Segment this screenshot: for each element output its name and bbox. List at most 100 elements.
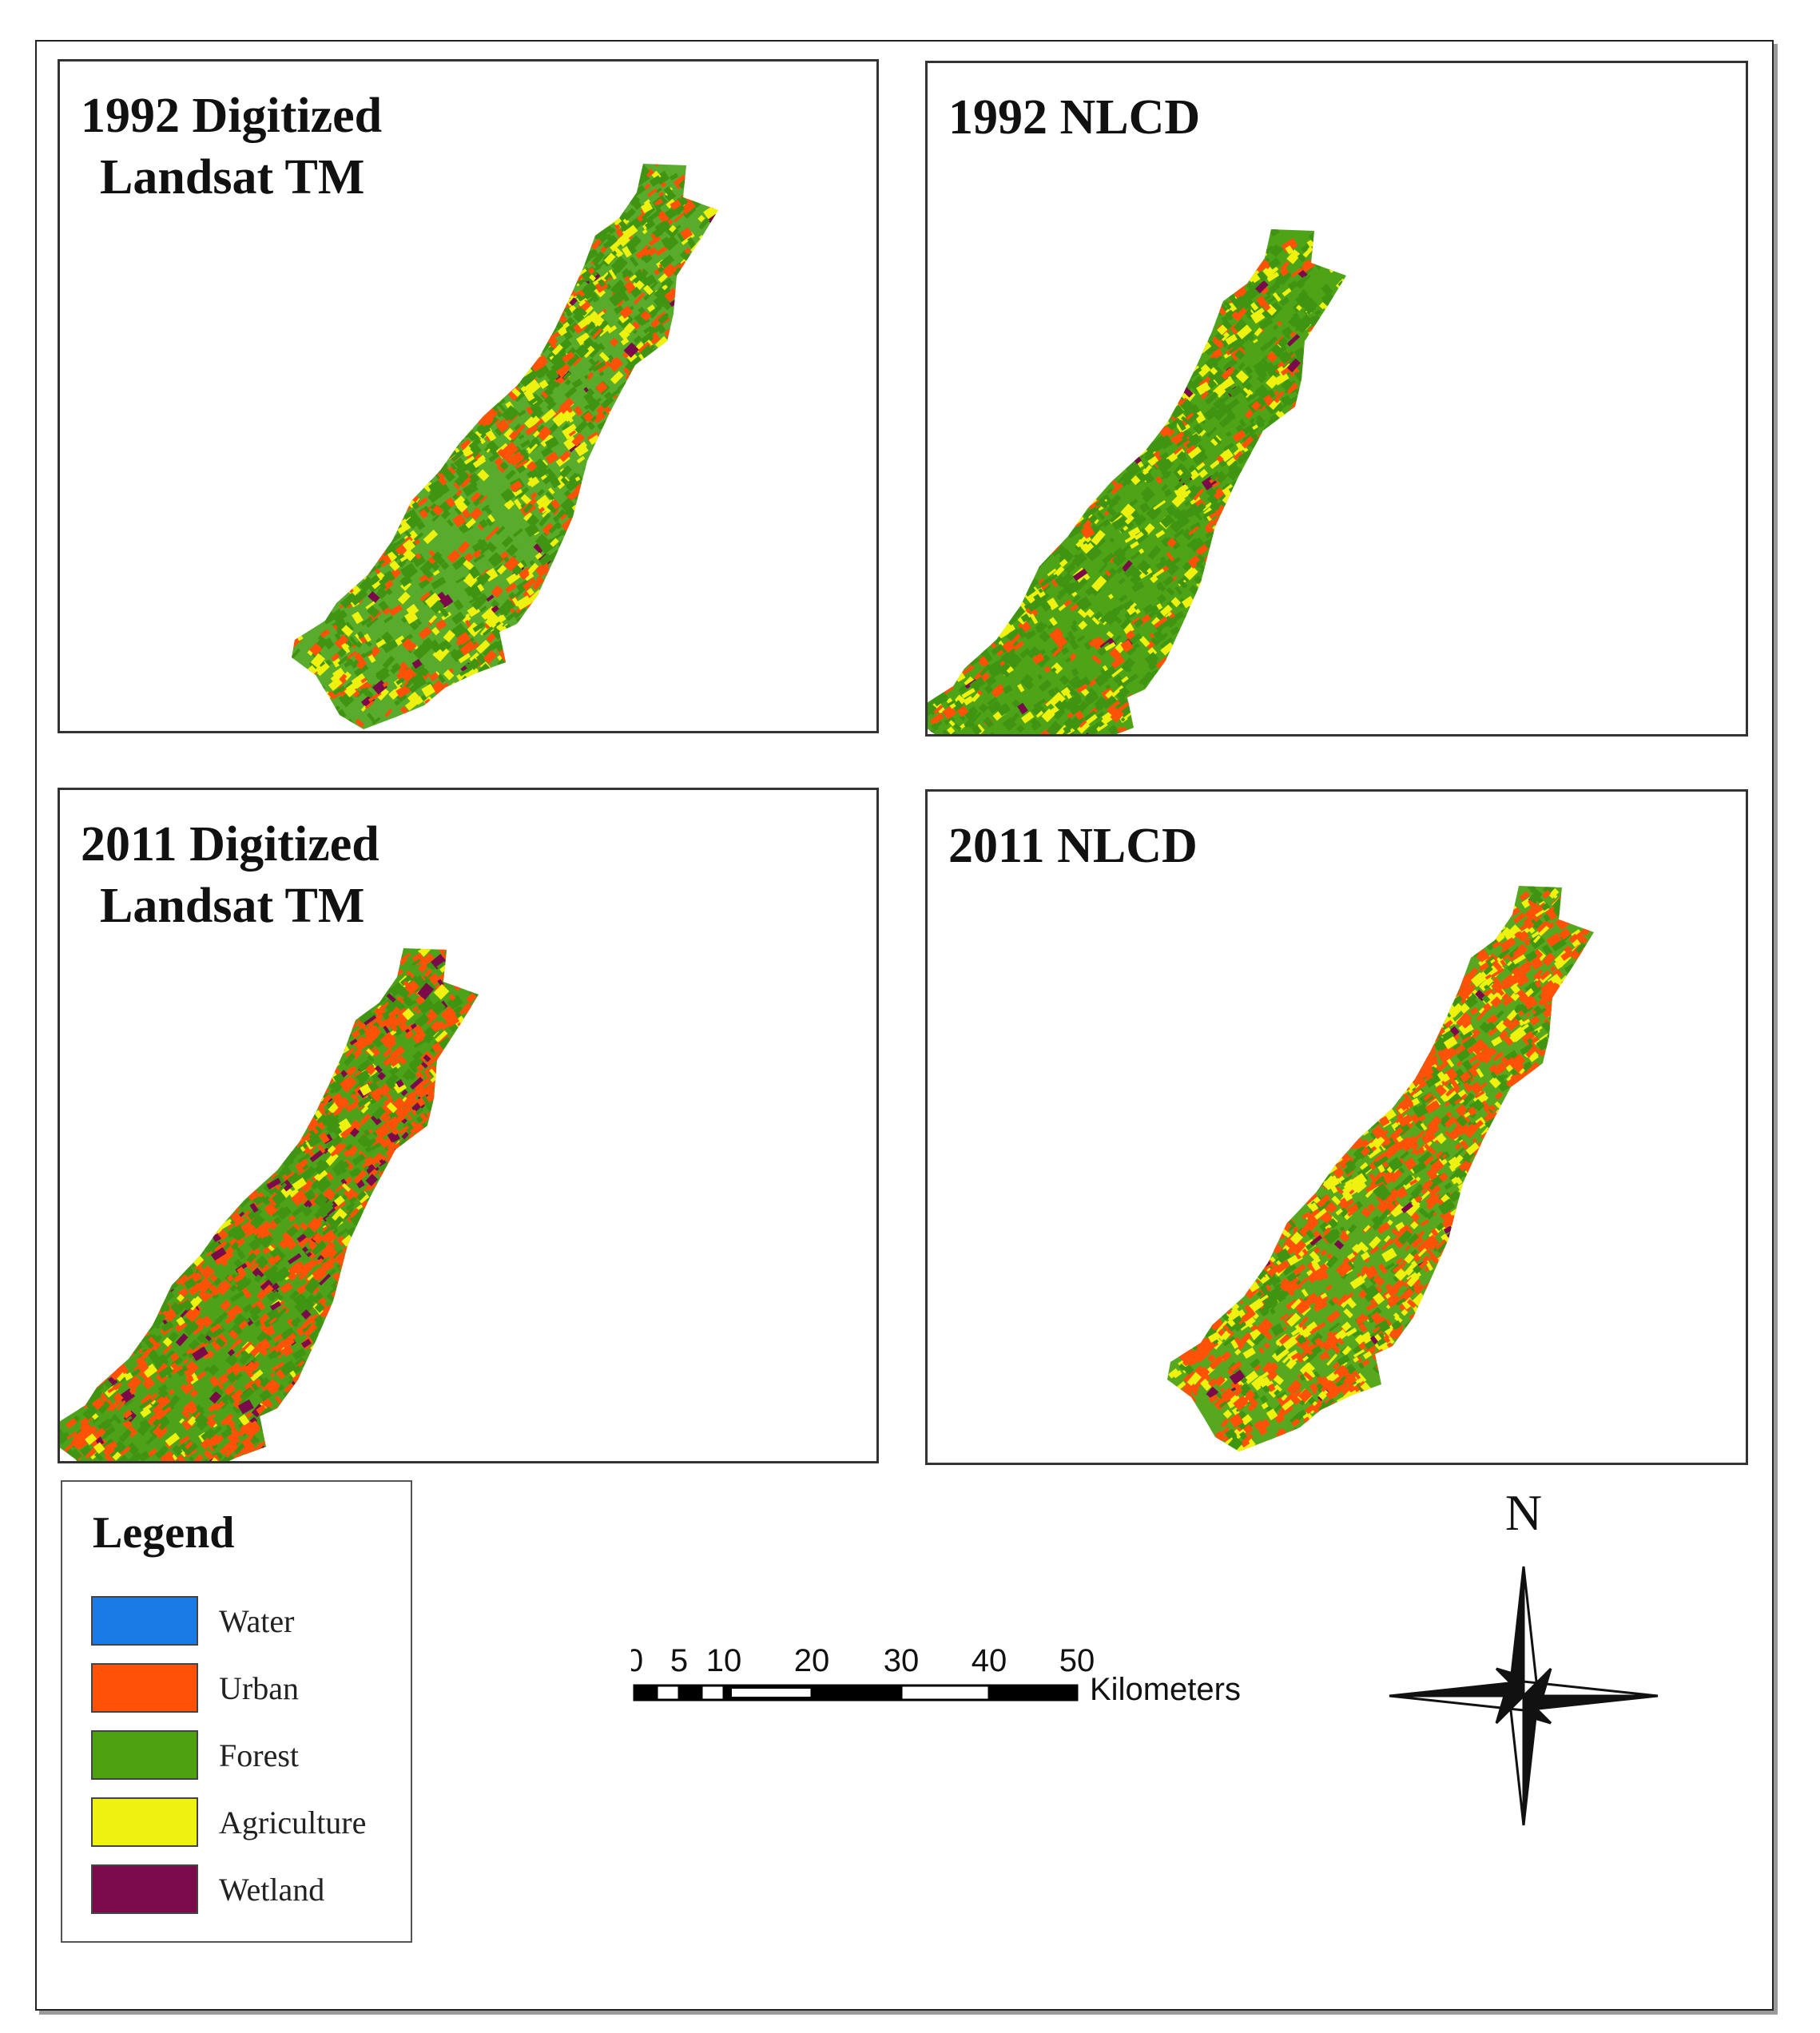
patch-urban (350, 1093, 359, 1102)
patch-urban (98, 1392, 108, 1403)
patch-forest (1206, 585, 1218, 596)
patch-forest (1283, 415, 1296, 427)
patch-forest (157, 1388, 169, 1399)
patch-agriculture (351, 1283, 360, 1293)
patch-urban (260, 1448, 266, 1455)
patch-forest (364, 639, 372, 648)
patch-urban (241, 1186, 248, 1193)
patch-urban (1289, 331, 1297, 338)
panel-1992-nlcd: 1992 NLCD (925, 61, 1748, 737)
patch-forest (324, 1350, 332, 1358)
patch-urban (283, 1382, 295, 1393)
patch-forest (360, 616, 373, 626)
patch-forest (365, 1138, 376, 1149)
patch-forest (467, 585, 483, 600)
patch-urban (399, 1108, 409, 1118)
patch-agriculture (538, 379, 549, 389)
patch-forest (1031, 703, 1044, 716)
patch-urban (339, 1299, 345, 1305)
patch-urban (1185, 444, 1197, 455)
patch-forest (373, 1197, 384, 1209)
patch-urban (419, 509, 429, 519)
patch-forest (1140, 486, 1154, 499)
patch-urban (264, 1379, 280, 1395)
patch-forest (318, 1197, 334, 1213)
patch-forest (260, 1377, 270, 1388)
patch-agriculture (392, 474, 403, 484)
patch-agriculture (527, 588, 534, 596)
patch-urban (530, 491, 538, 499)
patch-agriculture (1317, 340, 1325, 348)
patch-urban (353, 1251, 364, 1261)
patch-forest (133, 1344, 143, 1355)
patch-forest (327, 1054, 336, 1064)
patch-forest (602, 239, 614, 249)
patch-urban (559, 363, 571, 375)
patch-urban (1225, 558, 1238, 572)
patch-urban (538, 591, 546, 598)
patch-agriculture (320, 1054, 337, 1069)
patch-agriculture (435, 711, 444, 720)
patch-forest (1162, 575, 1174, 587)
patch-agriculture (1274, 371, 1289, 386)
patch-agriculture (1154, 425, 1161, 433)
patch-forest (473, 494, 486, 506)
patch-forest (1119, 527, 1126, 534)
patch-agriculture (256, 1157, 268, 1170)
patch-urban (686, 277, 698, 288)
patch-wetland (205, 1215, 217, 1227)
patch-urban (1349, 271, 1358, 280)
patch-urban (629, 407, 638, 416)
patch-urban (1110, 708, 1125, 723)
patch-forest (1182, 657, 1198, 671)
patch-urban (378, 1239, 384, 1245)
patch-agriculture (396, 718, 411, 729)
patch-forest (975, 602, 986, 613)
patch-urban (355, 718, 365, 728)
patch-urban (372, 1191, 381, 1201)
patch-forest (324, 637, 335, 649)
patch-urban (478, 1034, 479, 1050)
patch-urban (693, 252, 701, 262)
patch-wetland (372, 680, 387, 695)
patch-urban (418, 1077, 431, 1088)
patch-urban (319, 1387, 330, 1400)
patch-forest (1131, 581, 1145, 593)
patch-forest (970, 636, 985, 651)
patch-forest (438, 424, 455, 441)
patch-urban (452, 514, 467, 528)
patch-urban (657, 210, 670, 224)
patch-forest (129, 1323, 143, 1337)
patch-forest (352, 998, 362, 1007)
patch-urban (305, 1094, 312, 1102)
patch-forest (1140, 566, 1149, 576)
patch-urban (1406, 1037, 1421, 1052)
patch-agriculture (517, 351, 532, 367)
patch-urban (582, 411, 594, 423)
patch-forest (1287, 416, 1299, 427)
patch-urban (407, 1114, 413, 1121)
patch-forest (372, 717, 381, 725)
patch-forest (642, 407, 658, 423)
patch-forest (1179, 376, 1186, 383)
patch-agriculture (442, 1135, 455, 1146)
patch-forest (122, 1308, 133, 1317)
patch-urban (299, 1157, 309, 1168)
patch-urban (86, 1428, 92, 1435)
patch-urban (534, 614, 547, 624)
patch-urban (1131, 617, 1142, 626)
patch-forest (1068, 638, 1079, 650)
patch-forest (1240, 248, 1254, 261)
patch-agriculture (1196, 381, 1211, 395)
patch-forest (538, 513, 551, 527)
patch-urban (628, 395, 640, 407)
patch-urban (1059, 522, 1065, 528)
patch-forest (376, 587, 388, 600)
patch-urban (283, 645, 292, 654)
patch-forest (1063, 507, 1072, 518)
patch-forest (486, 440, 499, 453)
patch-agriculture (603, 435, 614, 446)
patch-forest (445, 685, 458, 698)
patch-urban (1233, 451, 1243, 461)
patch-forest (589, 292, 600, 303)
